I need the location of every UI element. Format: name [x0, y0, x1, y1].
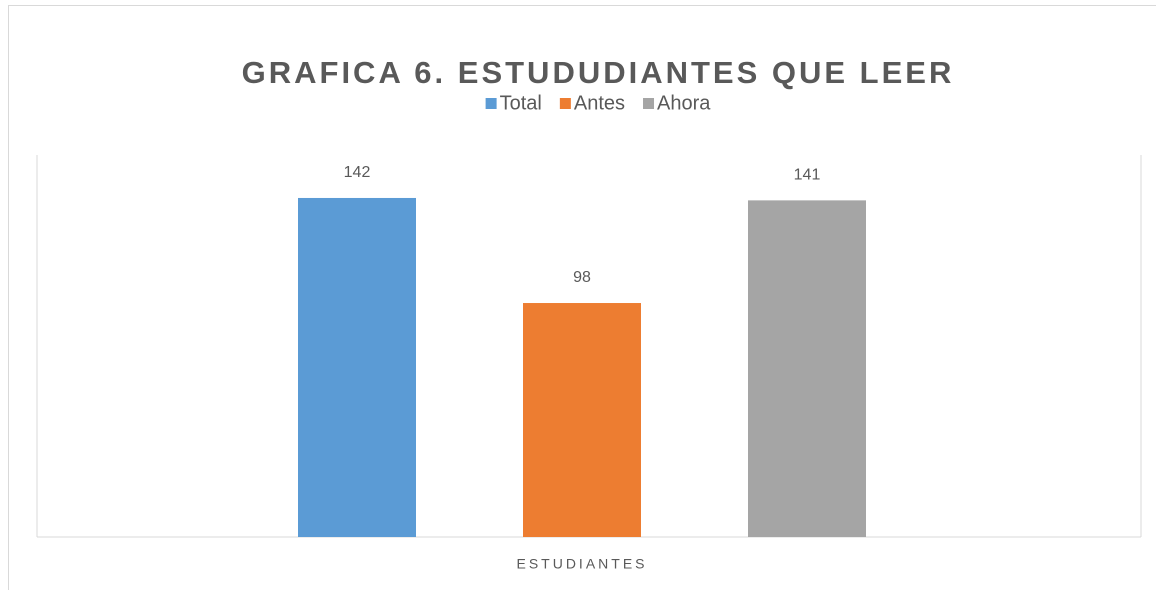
x-tick-label: ESTUDIANTES	[516, 556, 647, 572]
legend-label: Total	[500, 92, 542, 114]
legend-swatch	[485, 98, 497, 109]
bar	[298, 197, 416, 537]
data-label: 142	[344, 164, 371, 181]
data-label: 98	[573, 269, 591, 286]
chart-title: GRAFICA 6. ESTUDUDIANTES QUE LEER	[242, 55, 955, 90]
legend-label: Antes	[574, 92, 625, 114]
bar	[748, 200, 866, 538]
bar	[523, 303, 641, 537]
legend-swatch	[559, 98, 571, 109]
chart-border	[8, 5, 1156, 590]
legend-label: Ahora	[657, 92, 711, 114]
legend-swatch	[643, 98, 655, 109]
data-label: 141	[794, 167, 821, 184]
